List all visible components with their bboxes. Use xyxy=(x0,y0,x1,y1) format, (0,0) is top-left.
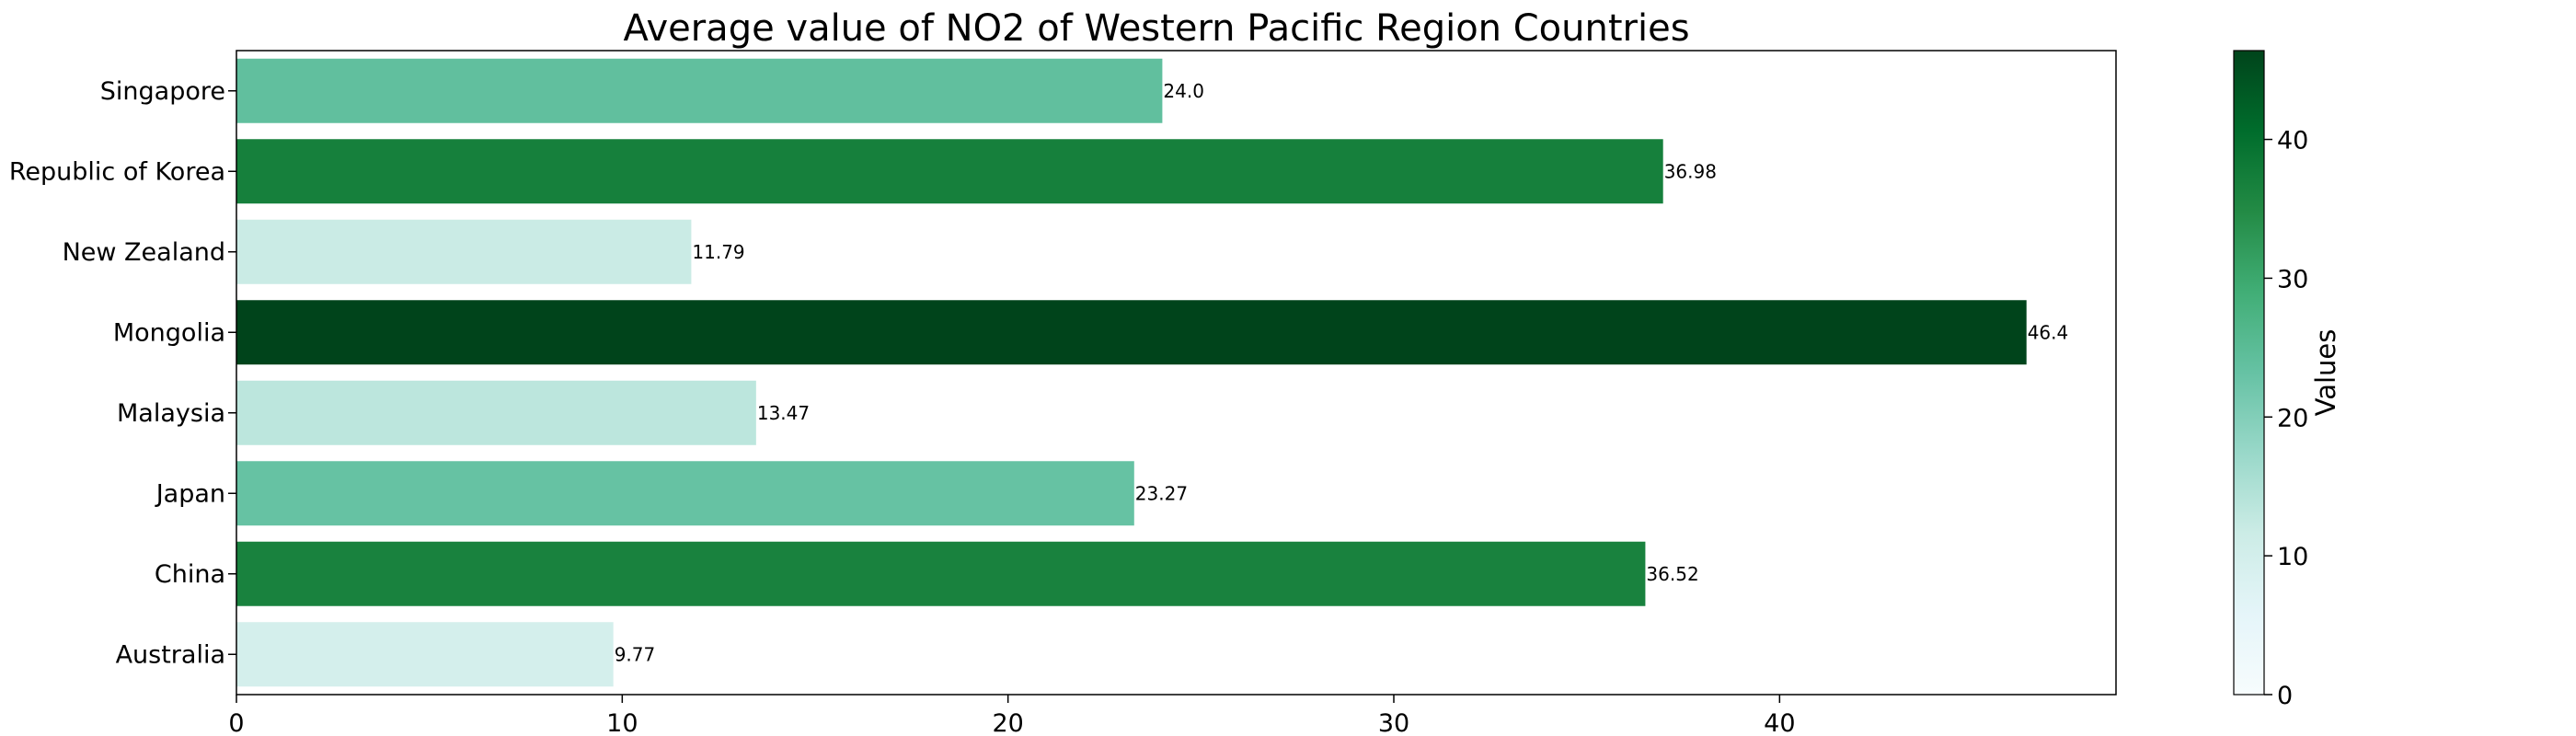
data-label: 36.98 xyxy=(1664,160,1717,182)
colorbar-tick-label: 10 xyxy=(2277,543,2308,571)
x-tick-label: 0 xyxy=(228,709,244,736)
colorbar-label: Values xyxy=(2310,329,2341,417)
x-axis: 0 10 20 30 40 xyxy=(228,695,1796,736)
y-tick-label: New Zealand xyxy=(63,238,225,267)
bar-new-zealand xyxy=(236,219,692,284)
colorbar-tick-label: 20 xyxy=(2277,404,2308,432)
y-axis: Australia China Japan Malaysia Mongolia New Z… xyxy=(9,77,236,669)
colorbar-tick-label: 30 xyxy=(2277,265,2308,293)
bar-mongolia xyxy=(236,300,2027,365)
data-label: 46.4 xyxy=(2028,321,2069,343)
data-label: 36.52 xyxy=(1646,563,1698,585)
x-tick-label: 20 xyxy=(992,709,1023,736)
y-tick-label: Mongolia xyxy=(113,318,225,347)
data-label: 11.79 xyxy=(692,241,744,263)
colorbar-gradient xyxy=(2233,50,2265,696)
y-tick-label: Singapore xyxy=(100,77,225,106)
bar-japan xyxy=(236,461,1134,526)
y-tick-label: Australia xyxy=(116,640,225,669)
colorbar-tick-label: 40 xyxy=(2277,127,2308,155)
y-tick-label: Malaysia xyxy=(117,399,225,428)
y-tick-label: Japan xyxy=(155,479,225,508)
data-label: 13.47 xyxy=(757,402,810,424)
bar-china xyxy=(236,541,1646,606)
data-label: 9.77 xyxy=(615,643,656,665)
y-tick-label: China xyxy=(155,560,225,589)
bar-republic-of-korea xyxy=(236,139,1663,204)
bars-group xyxy=(236,58,2027,687)
x-tick-label: 10 xyxy=(606,709,638,736)
bar-singapore xyxy=(236,58,1163,123)
data-label: 23.27 xyxy=(1135,482,1188,504)
y-tick-label: Republic of Korea xyxy=(9,157,225,186)
bar-malaysia xyxy=(236,380,756,445)
bar-australia xyxy=(236,622,614,687)
colorbar-tick-label: 0 xyxy=(2277,682,2293,710)
chart-title: Average value of NO2 of Western Pacific … xyxy=(623,7,1689,50)
colorbar: 0 10 20 30 40 Values xyxy=(2233,50,2341,710)
data-label: 24.0 xyxy=(1163,80,1204,102)
x-tick-label: 40 xyxy=(1764,709,1795,736)
data-labels-group: 9.77 36.52 23.27 13.47 46.4 11.79 36.98 24.0 xyxy=(615,80,2069,666)
plot-frame xyxy=(236,50,2117,696)
x-tick-label: 30 xyxy=(1378,709,1409,736)
